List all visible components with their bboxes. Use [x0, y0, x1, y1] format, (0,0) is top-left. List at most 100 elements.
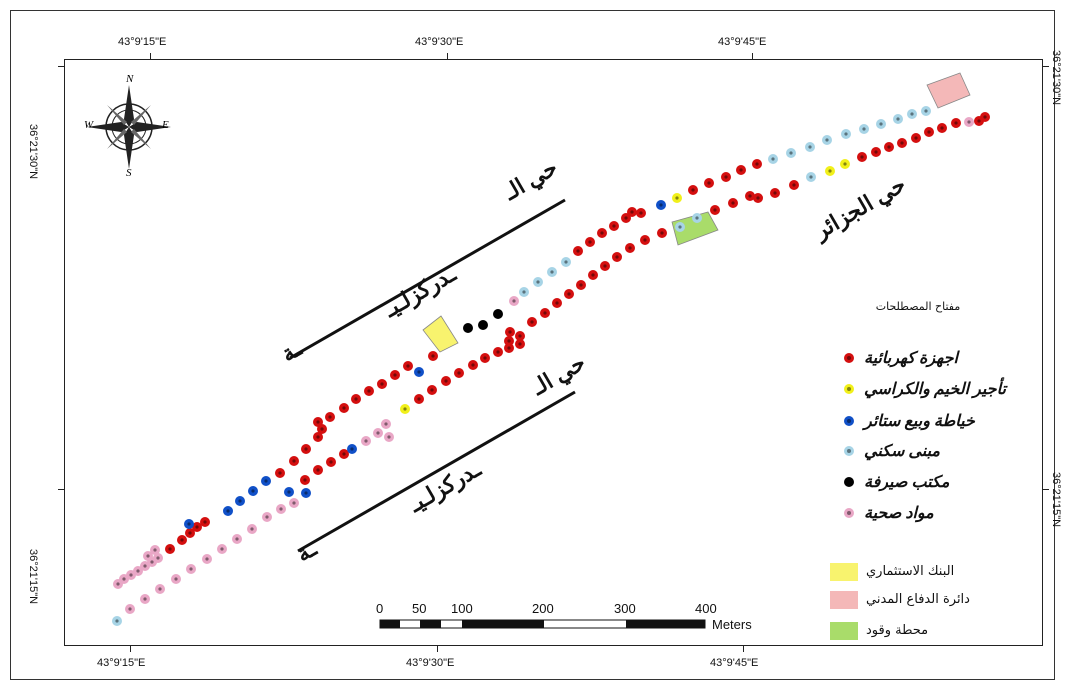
neighborhood-line-north [289, 198, 566, 360]
map-point-center [879, 122, 883, 126]
map-point-center [844, 132, 848, 136]
map-point [789, 180, 799, 190]
legend-area-swatch [830, 591, 858, 609]
map-point [625, 243, 635, 253]
map-point-center [430, 388, 434, 392]
map-point [468, 360, 478, 370]
map-point-center [887, 145, 891, 149]
map-point [509, 296, 519, 306]
map-point-center [417, 397, 421, 401]
map-point [276, 504, 286, 514]
legend-item: مواد صحية [830, 502, 1030, 530]
map-point [515, 339, 525, 349]
map-point [552, 298, 562, 308]
map-point-center [287, 490, 291, 494]
map-point [202, 554, 212, 564]
scale-label: 50 [412, 601, 427, 616]
map-point [339, 403, 349, 413]
map-point [547, 267, 557, 277]
map-point-center [536, 280, 540, 284]
legend-item: محطة وقود [830, 622, 1030, 650]
map-point-center [808, 145, 812, 149]
investment-bank-parcel [422, 315, 459, 353]
map-point [859, 124, 869, 134]
map-point [825, 166, 835, 176]
tick [130, 646, 131, 652]
map-point-center [564, 260, 568, 264]
map-point-center [150, 560, 154, 564]
map-point-center [518, 342, 522, 346]
map-point [980, 112, 990, 122]
map-point-center [180, 538, 184, 542]
legend-item: مكتب صيرفة [830, 471, 1030, 499]
bottom-longitude-3: 43°9'45"E [710, 657, 759, 669]
map-point-center [643, 238, 647, 242]
map-point [871, 147, 881, 157]
map-point-center [555, 301, 559, 305]
map-point-center [954, 121, 958, 125]
map-point-center [406, 364, 410, 368]
map-point [876, 119, 886, 129]
map-point [262, 512, 272, 522]
map-point-center [328, 415, 332, 419]
legend-item-label: دائرة الدفاع المدني [866, 592, 970, 607]
map-point-center [927, 130, 931, 134]
map-point [381, 419, 391, 429]
map-point-center [129, 573, 133, 577]
map-point-center [860, 155, 864, 159]
map-point [840, 159, 850, 169]
tick [1043, 66, 1049, 67]
map-point [505, 327, 515, 337]
map-point-center [264, 479, 268, 483]
map-point [675, 222, 685, 232]
map-point-center [940, 126, 944, 130]
map-point [564, 289, 574, 299]
map-point-center [380, 382, 384, 386]
map-point-center [756, 196, 760, 200]
map-point [140, 594, 150, 604]
map-point [736, 165, 746, 175]
map-point-center [444, 379, 448, 383]
south-label: S [126, 167, 132, 179]
map-point [884, 142, 894, 152]
legend-item: مبنى سكني [830, 440, 1030, 468]
map-point [576, 280, 586, 290]
map-point [786, 148, 796, 158]
map-point [232, 534, 242, 544]
scale-label: 400 [695, 601, 717, 616]
map-point-center [364, 439, 368, 443]
map-point-center [910, 112, 914, 116]
map-point [427, 385, 437, 395]
map-point [806, 172, 816, 182]
top-longitude-2: 43°9'30"E [415, 36, 464, 48]
map-point-center [675, 196, 679, 200]
map-point [235, 496, 245, 506]
map-point [907, 109, 917, 119]
legend-item-label: تأجير الخيم والكراسي [864, 381, 1006, 398]
legend-item: البنك الاستثماري [830, 563, 1030, 591]
map-point-center [792, 183, 796, 187]
map-point [289, 456, 299, 466]
map-point [300, 475, 310, 485]
map-point [155, 584, 165, 594]
map-point [347, 444, 357, 454]
map-point [143, 551, 153, 561]
map-point [841, 129, 851, 139]
map-point-center [316, 468, 320, 472]
map-point-center [977, 119, 981, 123]
map-point [573, 246, 583, 256]
map-point [710, 205, 720, 215]
map-point-center [588, 240, 592, 244]
map-point [301, 444, 311, 454]
map-point-center [615, 255, 619, 259]
map-point [377, 379, 387, 389]
map-point-center [967, 120, 971, 124]
map-point [248, 486, 258, 496]
map-point [364, 386, 374, 396]
map-point [540, 308, 550, 318]
east-label: E [162, 119, 169, 131]
map-point [627, 207, 637, 217]
map-point [480, 353, 490, 363]
map-point-center [220, 547, 224, 551]
map-point-center [659, 203, 663, 207]
